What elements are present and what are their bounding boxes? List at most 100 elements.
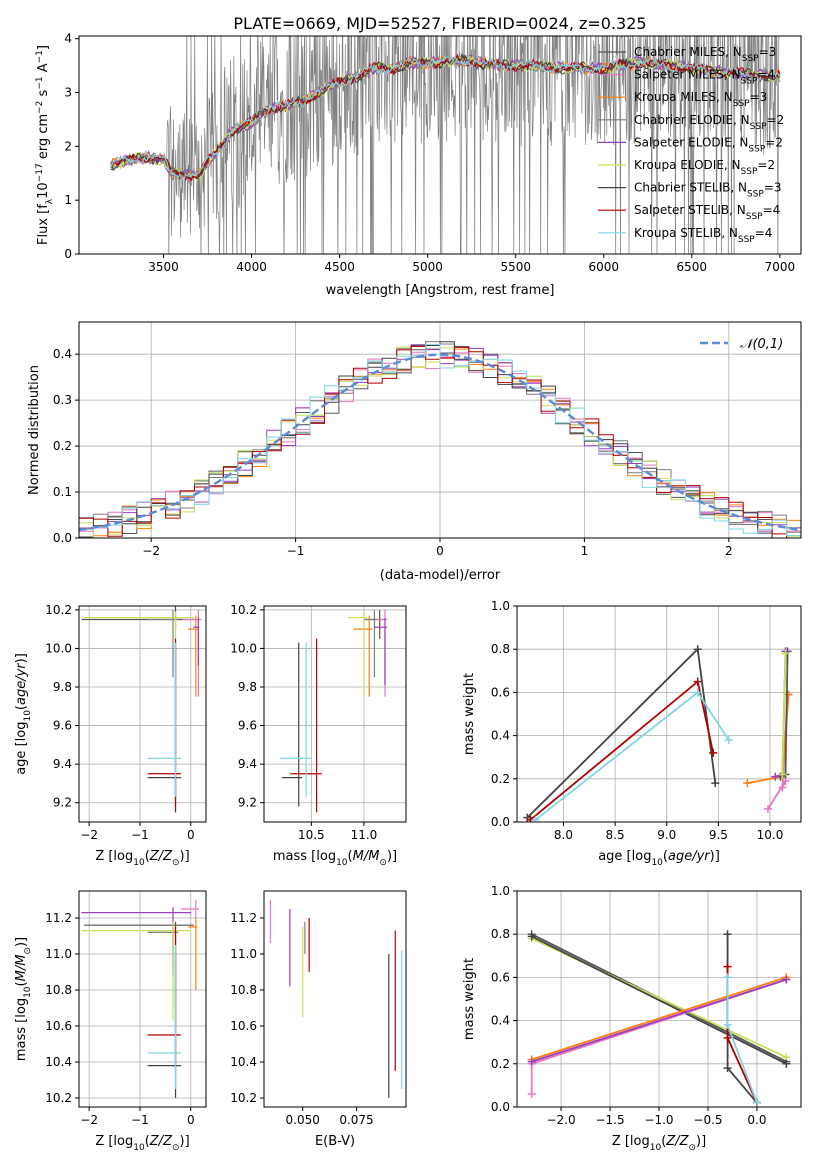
x-tick-label: −1.5 [595,1113,624,1127]
plot-area [81,900,199,1098]
axes-frame [263,890,407,1108]
x-axis-label: age [log10(age/yr)] [598,849,720,868]
y-axis-label: age [log10(age/yr)] [14,653,33,775]
y-tick-label: 11.0 [45,947,72,961]
y-tick-label: 0.1 [53,485,72,499]
errorbar-kroupa-stelib [147,642,182,797]
y-tick-label: 11.2 [230,911,257,925]
errorbar-chabrier-miles [363,609,383,639]
x-axis-label: mass [log10(M/M⊙)] [273,849,397,868]
x-tick-label: −2 [142,544,160,558]
plot-area [269,900,403,1098]
weight-marker [527,932,536,941]
legend-label: Kroupa ELODIE, NSSP=2 [634,158,775,177]
x-tick-label: 4500 [324,260,355,274]
legend-label: Salpeter ELODIE, NSSP=2 [634,135,783,154]
x-tick-label: 8.0 [554,828,573,842]
errorbar-kroupa-miles [188,918,198,990]
y-tick-label: 1 [64,193,72,207]
weight-marker [711,779,720,788]
errorbar-salpeter-elodie [81,907,192,976]
x-tick-label: 9.5 [709,828,728,842]
y-tick-label: 0.4 [491,1014,510,1028]
y-tick-label: 9.8 [238,680,257,694]
model-line-kroupa-stelib [110,54,781,182]
y-tick-label: 0 [64,247,72,261]
legend-label: 𝒩(0,1) [740,337,783,352]
x-tick-label: 9.0 [657,828,676,842]
x-tick-label: 0.0 [747,1113,766,1127]
y-tick-label: 9.8 [53,680,72,694]
weight-line-kroupa-stelib [535,691,730,821]
weight-marker [724,735,733,744]
plot-area [79,341,801,538]
y-tick-label: 10.2 [45,603,72,617]
y-tick-label: 0.6 [491,970,510,984]
weight-marker [709,748,718,757]
plot-residuals: −2 −1 0 1 2 0.0 0.1 0.2 0.3 0.4 𝒩(0,1) (data-model)… [27,321,802,583]
legend: Chabrier MILES, NSSP=3 Salpeter MILES, NS… [598,45,784,245]
y-tick-label: 0.2 [53,439,72,453]
errorbar-chabrier-elodie [363,609,377,678]
weight-line-chabrier-stelib [726,934,758,1104]
y-tick-label: 10.6 [230,1019,257,1033]
weight-marker [778,783,787,792]
weight-marker [723,1064,732,1073]
weight-marker [527,1057,536,1066]
errorbar-chabrier-miles [81,606,195,630]
x-tick-label: −2.0 [546,1113,575,1127]
y-tick-label: 10.0 [45,641,72,655]
weight-marker [752,1098,761,1107]
plot-age-weight: 8.0 8.5 9.0 9.5 10.0 0.0 0.2 0.4 0.6 0.8 1.0 age [l… [462,599,802,868]
x-tick-label: 5000 [412,260,443,274]
weight-marker [723,962,732,971]
weight-marker [693,688,702,697]
weight-marker [782,1059,791,1068]
y-tick-label: 3 [64,86,72,100]
y-tick-label: 0.2 [491,1057,510,1071]
x-tick-label: 8.5 [606,828,625,842]
y-tick-label: 0.0 [491,1100,510,1114]
weight-marker [723,1033,732,1042]
normal-curve [79,353,801,532]
y-tick-label: 10.4 [45,1055,72,1069]
plot-mass-age: 10.5 11.0 9.2 9.4 9.6 9.8 10.0 10.2 mass [log10(… [230,603,407,868]
y-tick-label: 0.4 [491,729,510,743]
weight-line-kroupa-elodie [781,653,787,775]
plot-Z-mass: −2 −1 0 10.2 10.4 10.6 10.8 11.0 11.2 Z [log10(Z/… [14,890,207,1153]
plot-area [81,606,202,813]
legend-label: Chabrier STELIB, NSSP=3 [634,181,782,200]
y-tick-label: 9.6 [238,719,257,733]
weight-marker [763,805,772,814]
figure-title: PLATE=0669, MJD=52527, FIBERID=0024, z=0… [233,14,646,33]
x-tick-label: 6000 [588,260,619,274]
plot-area [279,609,388,813]
y-tick-label: 10.8 [230,983,257,997]
axes-frame [263,605,407,823]
plot-area [523,645,793,822]
axes-frame [78,35,802,255]
x-axis-label: Z [log10(Z/Z⊙)] [95,1134,189,1153]
errorbar-chabrier-stelib [281,642,303,807]
plot-Z-weight: −2.0 −1.5 −1.0 −0.5 0.0 0.0 0.2 0.4 0.6 0.8 1.0 Z [… [462,884,802,1153]
y-tick-label: 9.4 [53,757,72,771]
y-tick-label: 10.8 [45,983,72,997]
weight-line-kroupa-miles [531,976,787,1061]
errorbar-chabrier-elodie [147,609,179,678]
x-tick-label: −1 [131,1113,149,1127]
y-tick-label: 10.4 [230,1055,257,1069]
y-tick-label: 0.8 [491,927,510,941]
errorbar-kroupa-stelib [147,945,182,1089]
x-axis-label: (data-model)/error [380,568,501,583]
plot-Z-age: −2 −1 0 9.2 9.4 9.6 9.8 10.0 10.2 Z [log10(Z/Z⊙)]… [14,603,207,868]
x-tick-label: 0 [436,544,444,558]
x-axis-label: E(B-V) [315,1134,355,1149]
x-tick-label: 6500 [677,260,708,274]
errorbar-kroupa-miles [188,615,198,697]
y-tick-label: 0.4 [53,347,72,361]
x-tick-label: 3500 [148,260,179,274]
legend-label: Kroupa STELIB, NSSP=4 [634,226,772,245]
y-tick-label: 0.6 [491,685,510,699]
x-tick-label: 0.075 [339,1113,373,1127]
x-tick-label: 5500 [500,260,531,274]
